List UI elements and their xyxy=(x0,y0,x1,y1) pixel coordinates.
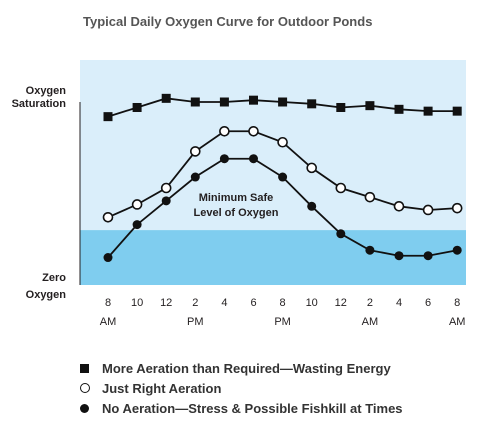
x-tick-label: 12 xyxy=(335,297,347,309)
x-tick-label: 2 xyxy=(192,297,198,309)
data-point-square xyxy=(365,101,375,111)
data-point-open-circle xyxy=(364,191,376,203)
legend: More Aeration than Required—Wasting Ener… xyxy=(80,358,403,418)
x-tick-label: 10 xyxy=(131,297,143,309)
data-point-open-circle xyxy=(393,201,405,212)
data-point-open-circle xyxy=(248,125,259,137)
data-point-open-circle xyxy=(160,182,172,194)
data-point-square xyxy=(249,95,258,105)
data-point-open-circle xyxy=(102,211,114,223)
data-point-open-circle xyxy=(451,202,463,214)
y-top-label-line-2: Saturation xyxy=(12,98,67,110)
data-point-filled-circle xyxy=(452,245,462,255)
x-tick-label: 10 xyxy=(306,297,318,309)
data-point-square xyxy=(219,97,229,107)
data-point-filled-circle xyxy=(423,251,433,261)
data-point-filled-circle xyxy=(307,201,317,211)
data-point-open-circle xyxy=(277,136,288,148)
x-tick-sublabel: AM xyxy=(100,316,117,328)
legend-label: Just Right Aeration xyxy=(102,380,222,396)
data-point-filled-circle xyxy=(219,154,229,164)
x-tick-label: 6 xyxy=(425,297,431,309)
data-point-square xyxy=(190,97,200,107)
x-tick-label: 6 xyxy=(250,297,256,309)
data-point-filled-circle xyxy=(132,220,142,230)
open-circle-marker-icon xyxy=(80,383,96,393)
data-point-square xyxy=(336,102,346,112)
data-point-open-circle xyxy=(131,199,143,210)
filled-circle-marker-icon xyxy=(80,403,96,413)
threshold-label-line-2: Level of Oxygen xyxy=(194,207,279,219)
data-point-square xyxy=(132,102,142,112)
x-tick-label: 8 xyxy=(454,297,460,309)
plot-background-lower-unsafe-zone xyxy=(80,230,466,285)
data-point-open-circle xyxy=(190,146,201,157)
y-bottom-label-line-1: Zero xyxy=(42,272,66,284)
x-tick-label: 4 xyxy=(221,297,227,309)
data-point-filled-circle xyxy=(249,154,258,164)
data-point-square xyxy=(278,97,288,107)
data-point-filled-circle xyxy=(161,196,171,206)
data-point-square xyxy=(161,93,171,103)
y-bottom-label-line-2: Oxygen xyxy=(26,289,67,301)
x-tick-sublabel: PM xyxy=(187,316,204,328)
data-point-open-circle xyxy=(422,204,434,216)
data-point-open-circle xyxy=(306,162,318,174)
y-top-label-line-1: Oxygen xyxy=(26,85,67,97)
chart-title: Typical Daily Oxygen Curve for Outdoor P… xyxy=(83,14,372,29)
data-point-open-circle xyxy=(335,182,347,194)
x-tick-label: 8 xyxy=(105,297,111,309)
x-tick-label: 12 xyxy=(160,297,172,309)
threshold-label-line-1: Minimum Safe xyxy=(199,192,274,204)
data-point-square xyxy=(423,106,433,116)
data-point-square xyxy=(452,106,462,116)
square-marker-icon xyxy=(80,363,96,373)
data-point-open-circle xyxy=(219,125,230,137)
data-point-filled-circle xyxy=(278,172,288,182)
data-point-filled-circle xyxy=(103,253,113,263)
x-tick-sublabel: AM xyxy=(449,316,466,328)
legend-label: More Aeration than Required—Wasting Ener… xyxy=(102,360,391,376)
x-tick-label: 2 xyxy=(367,297,373,309)
x-tick-sublabel: PM xyxy=(274,316,291,328)
x-tick-label: 4 xyxy=(396,297,402,309)
data-point-square xyxy=(307,99,317,109)
data-point-filled-circle xyxy=(336,229,346,239)
series-layer xyxy=(102,93,463,263)
legend-label: No Aeration—Stress & Possible Fishkill a… xyxy=(102,400,403,416)
data-point-square xyxy=(103,112,113,122)
data-point-filled-circle xyxy=(365,245,375,255)
legend-item-wasting-energy: More Aeration than Required—Wasting Ener… xyxy=(80,358,403,378)
legend-item-just-right: Just Right Aeration xyxy=(80,378,403,398)
data-point-filled-circle xyxy=(190,172,200,182)
legend-item-no-aeration: No Aeration—Stress & Possible Fishkill a… xyxy=(80,398,403,418)
x-tick-label: 8 xyxy=(280,297,286,309)
data-point-square xyxy=(394,104,404,114)
x-tick-sublabel: AM xyxy=(362,316,379,328)
data-point-filled-circle xyxy=(394,251,404,261)
x-axis-ticks: 8 10 12 2 4 6 8 10 12 2 4 6 8 AM PM PM AM AM xyxy=(100,297,466,328)
